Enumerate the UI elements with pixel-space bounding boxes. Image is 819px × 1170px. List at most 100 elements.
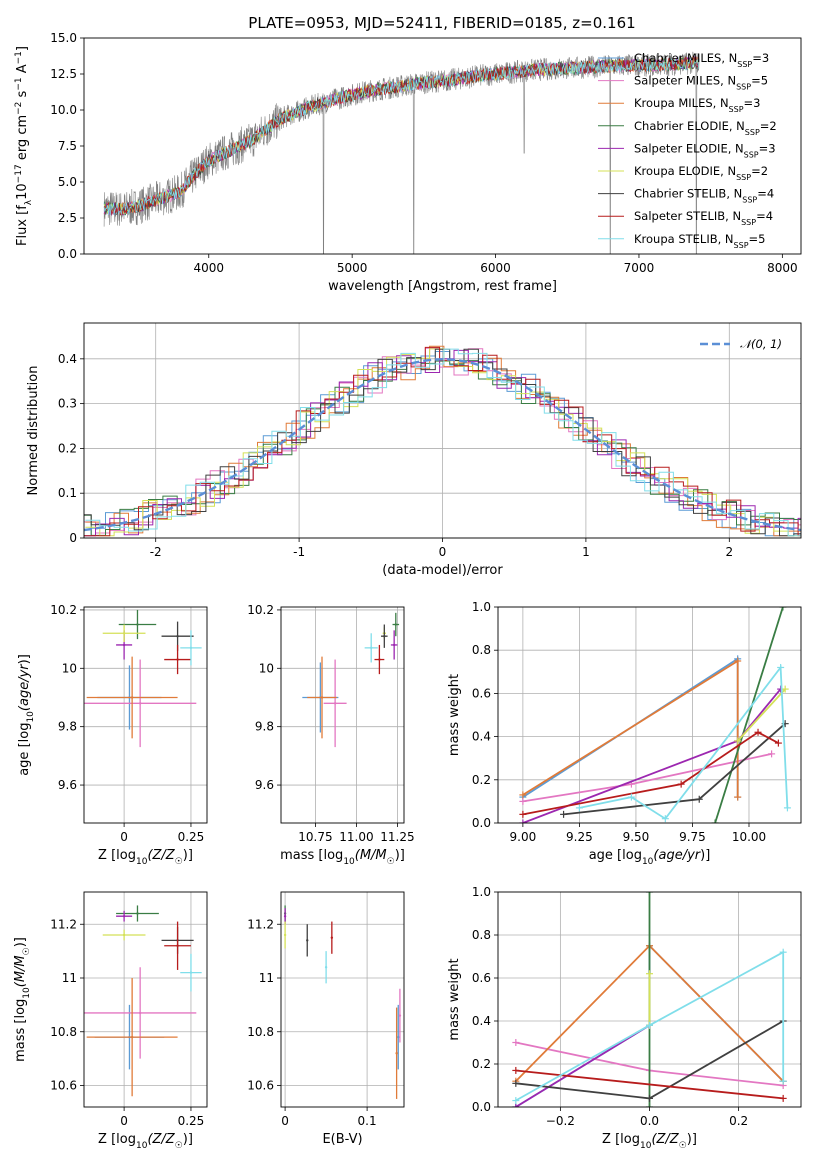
mass_vs_ebv-point [398,1014,402,1017]
spectrum-tick-label-x: 5000 [337,261,368,275]
legend-text: Salpeter MILES, N [634,74,736,88]
spectrum-ylabel-part: s [15,90,30,101]
residuals-tick-label-x: 2 [725,545,733,559]
spectrum-tick-label-y: 0.0 [58,247,77,261]
spectrum-ylabel-part: A [15,64,30,77]
residuals-tick-label-x: -1 [293,545,305,559]
label-sub: ☉ [175,857,183,867]
label-part: (M/M [13,955,28,987]
age_vs_Z-tick-label-y: 9.6 [58,778,77,792]
age_vs_mass-point [383,634,386,638]
figure-title: PLATE=0953, MJD=52411, FIBERID=0185, z=0… [248,14,635,32]
age_vs_Z-point [122,643,126,647]
legend-entry: Chabrier MILES, NSSP=3 [634,51,769,69]
residual-histogram [85,348,801,537]
label-part: (Z/Z [651,1132,679,1147]
residual-histogram [84,346,801,537]
label-part: (M/M [355,848,387,863]
mass_vs_Z-point [122,933,126,937]
legend-text: Chabrier MILES, N [634,51,737,65]
mass_vs_Z-xlabel: Z [log10(Z/Z☉)] [98,1132,193,1151]
label-part: age [log [589,848,642,863]
weight_vs_Z-series-line [515,950,785,1102]
label-sub: ☉ [387,857,395,867]
age_vs_Z-tick-label-y: 10.2 [50,603,77,617]
label-sub: 10 [136,1141,148,1151]
mass_vs_ebv-tick-label-x: 0 [281,1114,289,1128]
legend-sub: SSP [736,173,751,182]
mass_vs_Z-ylabel: mass [log10(M/M☉)] [13,937,32,1062]
age_vs_mass-tick-label-x: 11.00 [339,830,373,844]
legend-text: Kroupa MILES, N [634,96,729,110]
age_vs_Z-panel: 0 0.25 9.6 9.8 10 10.2 [50,603,207,844]
legend-text: Kroupa ELODIE, N [634,164,736,178]
label-part: )] [183,1132,193,1147]
residual-histogram [84,357,801,536]
spectrum-ylabel-part: f [15,205,30,210]
mass_vs_Z-tick-label-x: 0 [120,1114,128,1128]
age_vs_mass-point [370,646,373,650]
age_vs_mass-tick-label-y: 9.8 [255,720,274,734]
weight_vs_Z-series-line [515,1024,650,1107]
legend-entry: Kroupa STELIB, NSSP=5 [634,232,765,250]
age_vs_mass-point [394,623,397,626]
spectrum-tick-label-y: 5.0 [58,175,77,189]
weight_vs_age-tick-label-y: 0.2 [472,773,491,787]
spectrum-model-line [103,56,699,215]
residuals-frame [83,322,802,539]
age_vs_mass-tick-label-x: 10.75 [298,830,332,844]
spectrum-ylabel-part: −1 [14,51,24,64]
mass_vs_Z-point [122,914,126,918]
legend-text: =2 [760,119,777,133]
age_vs_mass-tick-label-y: 10 [259,661,274,675]
residuals-tick-label-x: 1 [582,545,590,559]
label-part: age [log [17,723,32,776]
weight_vs_age-tick-label-y: 0.8 [472,643,491,657]
label-part: mass [log [280,848,343,863]
spectrum-ylabel-part: λ [24,199,34,205]
label-sub: 10 [642,857,654,867]
age_vs_mass-frame [280,606,405,824]
weight_vs_Z-tick-label-y: 0.0 [472,1100,491,1114]
label-sub: 10 [22,987,32,999]
mass_vs_Z-panel: 0 0.25 10.6 10.8 11 11.2 [50,892,207,1128]
label-part: )] [183,848,193,863]
weight_vs_Z-frame [497,891,802,1108]
legend-sub: SSP [736,82,751,91]
spectrum-panel: 4000 5000 6000 7000 8000 0.0 2.5 5.0 7.5 10.0 12.5… [50,31,797,275]
spectrum-tick-label-x: 8000 [767,261,798,275]
weight_vs_age-ylabel: mass weight [447,674,462,756]
spectrum-ylabel-part: −17 [14,164,24,183]
age_vs_Z-point [176,658,179,661]
weight_vs_age-tick-label-x: 9.50 [623,830,650,844]
age_vs_Z-tick-label-x: 0 [120,830,128,844]
mass_vs_Z-point [130,1035,134,1039]
residuals-ylabel: Normed distribution [26,366,41,496]
age_vs_mass-point [333,702,337,705]
residual-histogram [84,347,801,534]
label-part: (age/yr [653,848,701,863]
label-sub: ☉ [22,947,32,955]
weight_vs_age-xlabel: age [log10(age/yr)] [589,848,711,867]
weight_vs_age-tick-label-y: 1.0 [472,600,491,614]
mass_vs_ebv-tick-label-x: 0.1 [358,1114,377,1128]
age_vs_Z-frame [83,606,208,824]
label-part: (Z/Z [147,848,175,863]
legend-entry: Salpeter STELIB, NSSP=4 [634,209,773,227]
age_vs_mass-xlabel: mass [log10(M/M☉)] [280,848,405,867]
spectrum-tick-label-y: 10.0 [50,103,77,117]
spectrum-ylabel-part: ] [15,46,30,51]
label-part: Z [log [98,1132,136,1147]
age_vs_mass-point [378,658,381,661]
age_vs_Z-xlabel: Z [log10(Z/Z☉)] [98,848,193,867]
residuals-tick-label-y: 0.1 [58,486,77,500]
label-part: Z [log [602,1132,640,1147]
legend-text: Chabrier ELODIE, N [634,119,745,133]
age_vs_Z-tick-label-y: 10 [62,661,77,675]
mass_vs_ebv-point [395,1052,398,1055]
mass_vs_ebv-tick-label-y: 10.8 [247,1025,274,1039]
mass_vs_Z-frame [83,891,208,1108]
weight_vs_Z-tick-label-x: −0.2 [546,1114,575,1128]
mass_vs_Z-tick-label-x: 0.25 [178,1114,205,1128]
weight_vs_Z-xlabel: Z [log10(Z/Z☉)] [602,1132,697,1151]
